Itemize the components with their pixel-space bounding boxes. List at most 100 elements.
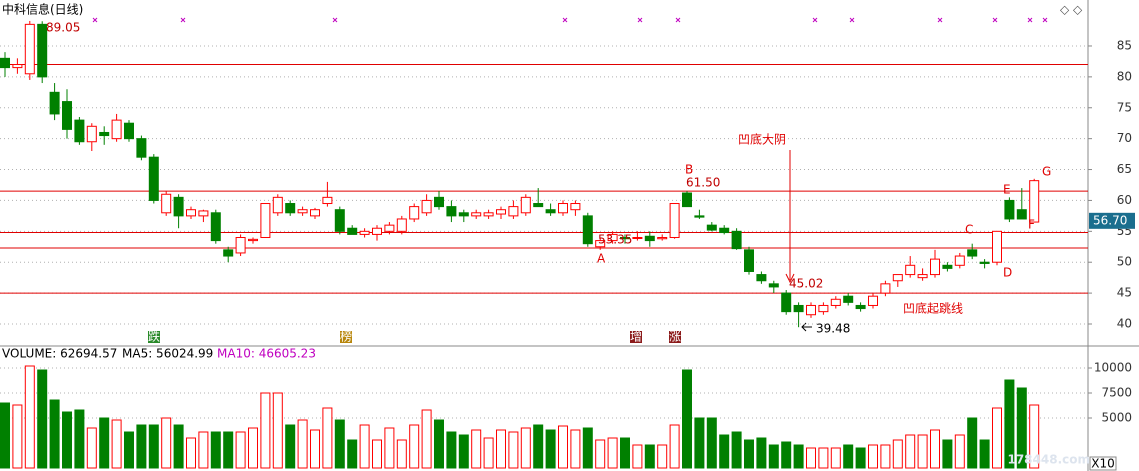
y-tick-label: 80 — [1117, 69, 1132, 83]
volume-bar — [781, 441, 792, 469]
candle-body — [657, 237, 668, 240]
candle-body — [186, 209, 196, 217]
volume-bar — [855, 447, 866, 469]
candle-body — [756, 274, 767, 282]
candle-body — [0, 57, 10, 69]
candle-body — [768, 283, 779, 288]
volume-bar — [942, 439, 953, 469]
marker — [937, 17, 943, 23]
point-label: 45.02 — [789, 277, 823, 291]
candle-body — [905, 264, 916, 276]
marker — [180, 17, 186, 23]
candle-body — [161, 193, 172, 214]
marker — [92, 17, 98, 23]
volume-bar — [285, 424, 296, 469]
candle-body — [434, 196, 444, 208]
volume-bar — [595, 439, 606, 469]
legend-entry: VOLUME: 62694.57 — [2, 347, 117, 361]
volume-bar — [409, 424, 420, 469]
candle-body — [620, 237, 630, 240]
annotation: G — [1042, 165, 1051, 179]
candle-body — [880, 283, 891, 294]
volume-bar — [979, 439, 990, 469]
annotation: 凹底起跳线 — [903, 301, 963, 316]
volume-bar — [86, 427, 97, 469]
candle-body — [297, 209, 308, 214]
volume-bar — [992, 407, 1002, 469]
candle-body — [644, 235, 655, 242]
candle-body — [868, 295, 878, 306]
marker — [637, 17, 643, 23]
candle-body — [471, 212, 482, 217]
event-label: 榜 — [340, 329, 352, 344]
volume-bar — [694, 417, 705, 469]
volume-bar — [62, 411, 72, 469]
candle-body — [917, 274, 928, 279]
candle-body — [62, 101, 72, 130]
candle-body — [632, 237, 643, 240]
volume-bar — [210, 431, 221, 469]
candle-body — [954, 255, 965, 266]
volume-bar — [396, 439, 407, 469]
volume-bar — [260, 392, 271, 469]
volume-bar — [843, 444, 854, 469]
candle-body — [793, 304, 804, 313]
candle-body — [582, 215, 593, 245]
candle-body — [496, 209, 506, 215]
marker — [992, 17, 998, 23]
event-label: 增 — [630, 330, 642, 344]
volume-bar — [148, 424, 159, 469]
volume-bar — [49, 399, 60, 469]
candle-body — [992, 230, 1002, 263]
volume-bar — [868, 444, 878, 469]
candle-body — [595, 240, 606, 248]
candle-body — [570, 203, 581, 211]
candle-body — [148, 156, 159, 201]
volume-bar — [620, 437, 630, 469]
volume-bar — [930, 429, 940, 469]
candle-body — [359, 230, 370, 235]
volume-bar — [632, 444, 643, 469]
candle-body — [285, 203, 296, 214]
legend-entry: MA5: 56024.99 — [122, 347, 213, 361]
y-tick-label: 60 — [1117, 193, 1132, 207]
candle-body — [855, 304, 866, 310]
candle-body — [99, 131, 110, 137]
volume-bar — [768, 444, 779, 469]
y-tick-label: 70 — [1117, 131, 1132, 145]
candle-body — [173, 196, 184, 217]
volume-bar — [272, 392, 283, 469]
annotation: A — [597, 252, 606, 266]
volume-bar — [434, 419, 444, 469]
candle-body — [111, 119, 122, 140]
y-tick-label: 85 — [1117, 38, 1132, 52]
candle-body — [74, 119, 85, 143]
candle-body — [409, 206, 420, 220]
volume-bar — [719, 434, 730, 469]
candle-body — [49, 91, 60, 115]
candle-body — [682, 192, 692, 208]
point-label: 39.48 — [816, 322, 850, 336]
volume-bar — [322, 407, 333, 469]
event-box — [148, 331, 160, 343]
annotation: B — [685, 163, 693, 177]
point-label: 89.05 — [46, 21, 80, 35]
legend-entry: MA10: 46605.23 — [217, 347, 316, 361]
candle-body — [334, 209, 345, 232]
event-box — [340, 331, 352, 343]
candle-body — [558, 203, 568, 214]
volume-bar — [880, 444, 891, 469]
candle-body — [198, 210, 209, 217]
annotation: C — [965, 223, 973, 237]
volume-bar — [334, 419, 345, 469]
volume-bar — [173, 424, 184, 469]
volume-bar — [471, 429, 482, 469]
volume-bar — [198, 431, 209, 469]
candle-body — [520, 196, 531, 214]
candle-body — [545, 209, 556, 214]
candle-body — [1016, 209, 1027, 220]
annotation: 凹底大阴 — [738, 132, 786, 147]
scale-label: X10 — [1091, 457, 1115, 471]
